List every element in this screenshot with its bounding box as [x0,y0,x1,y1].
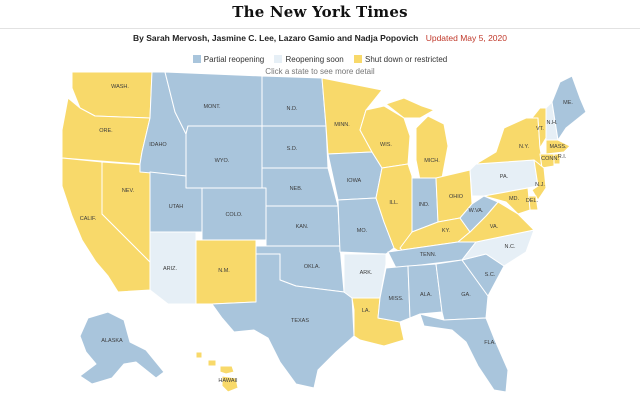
state-label-nj: N.J. [535,182,545,188]
state-label-ut: UTAH [169,204,184,210]
state-label-vt: VT. [536,126,544,132]
state-label-fl: FLA. [484,340,496,346]
nyt-logo: The New York Times [232,3,408,21]
byline-authors: By Sarah Mervosh, Jasmine C. Lee, Lazaro… [133,33,419,43]
state-ar[interactable] [343,253,387,299]
state-label-id: IDAHO [149,142,167,148]
state-label-in: IND. [419,202,430,208]
state-tx[interactable] [211,253,355,389]
map-hint: Click a state to see more detail [265,67,375,76]
state-label-mi: MICH. [424,158,440,164]
legend-label-shut: Shut down or restricted [364,55,448,64]
state-label-ks: KAN. [296,224,309,230]
state-label-sc: S.C. [485,272,496,278]
state-mi-upper[interactable] [385,97,435,119]
state-ri[interactable] [553,153,561,165]
state-label-va: VA. [490,224,499,230]
state-label-or: ORE. [99,128,113,134]
updated-date: Updated May 5, 2020 [425,33,507,43]
state-ia[interactable] [327,151,383,201]
state-label-nh: N.H. [547,120,558,126]
state-label-nv: NEV. [122,188,135,194]
masthead: The New York Times [0,0,640,29]
state-label-wa: WASH. [111,84,129,90]
state-ak[interactable] [79,311,165,385]
legend-swatch-soon [274,55,283,63]
byline: By Sarah Mervosh, Jasmine C. Lee, Lazaro… [0,33,640,43]
state-label-ia: IOWA [347,178,362,184]
legend-label-soon: Reopening soon [285,55,344,64]
state-nd[interactable] [261,75,327,127]
map-legend: Partial reopening Reopening soon Shut do… [0,55,640,64]
state-me[interactable] [551,75,587,141]
legend-label-partial: Partial reopening [203,55,265,64]
state-label-wv: W.VA. [469,208,484,214]
legend-swatch-shut [353,55,362,63]
state-label-ms: MISS. [389,296,404,302]
state-label-ca: CALIF. [80,216,97,222]
state-label-il: ILL. [389,200,399,206]
state-nj[interactable] [531,159,547,201]
state-wv[interactable] [459,195,499,233]
state-label-wy: WYO. [215,158,230,164]
state-label-ne: NEB. [290,186,303,192]
state-label-nd: N.D. [287,106,298,112]
state-label-de: DEL. [526,198,539,204]
state-label-la: LA. [362,308,371,314]
state-al[interactable] [407,263,443,319]
state-fl[interactable] [419,313,509,393]
state-ct[interactable] [539,153,555,169]
state-label-me: ME. [563,100,573,106]
state-label-co: COLO. [225,212,243,218]
state-az[interactable] [149,231,197,305]
legend-item-soon: Reopening soon [274,55,344,64]
state-label-tn: TENN. [420,252,437,258]
state-label-ok: OKLA. [304,264,321,270]
state-labels: WASH. ORE. CALIF. NEV. IDAHO MONT. WYO. UTAH ARI… [80,84,574,384]
state-label-md: MD. [509,196,520,202]
state-label-hi: HAWAII [218,378,238,384]
state-label-nm: N.M. [218,268,230,274]
state-wy[interactable] [185,125,263,189]
state-hi[interactable] [195,351,239,393]
state-ma[interactable] [545,139,571,155]
state-label-ny: N.Y. [519,144,529,150]
state-label-wi: WIS. [380,142,392,148]
state-md[interactable] [483,187,531,215]
state-label-ak: ALASKA [101,338,123,344]
state-label-ky: KY. [442,228,451,234]
state-label-mt: MONT. [203,104,221,110]
state-label-mo: MO. [357,228,368,234]
state-label-ga: GA. [461,292,471,298]
state-label-al: ALA. [420,292,432,298]
legend-item-partial: Partial reopening [192,55,265,64]
legend-swatch-partial [192,55,201,63]
legend-item-shut: Shut down or restricted [353,55,448,64]
state-label-oh: OHIO [449,194,464,200]
state-label-ar: ARK. [360,270,373,276]
state-label-pa: PA. [500,174,509,180]
state-label-sd: S.D. [287,146,298,152]
state-label-ct: CONN. [541,156,559,162]
state-label-ma: MASS. [549,144,567,150]
state-label-mn: MINN. [334,122,350,128]
state-label-az: ARIZ. [163,266,178,272]
state-label-ri: R.I. [558,154,567,160]
state-label-nc: N.C. [505,244,516,250]
state-mi[interactable] [415,115,449,181]
state-label-tx: TEXAS [291,318,309,324]
